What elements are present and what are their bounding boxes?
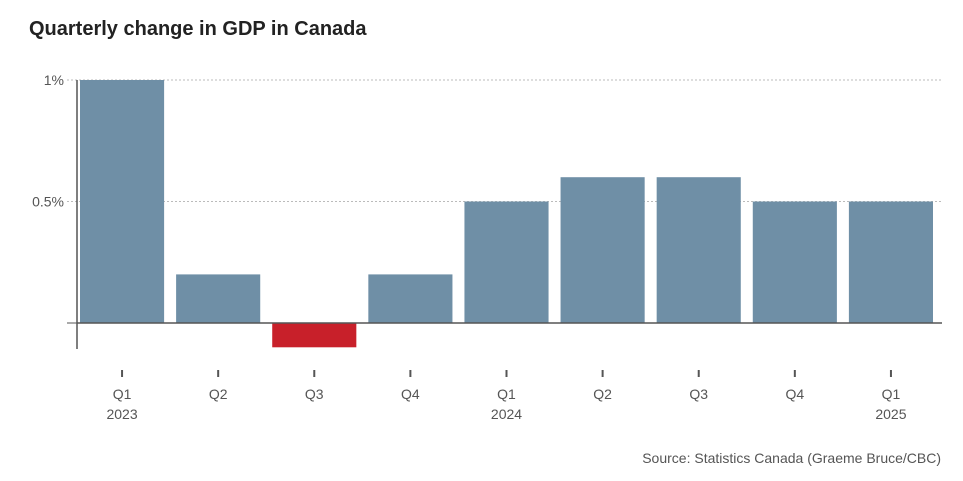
x-tick-label: Q3 bbox=[305, 386, 324, 402]
bars bbox=[80, 80, 933, 348]
source-note: Source: Statistics Canada (Graeme Bruce/… bbox=[642, 450, 941, 466]
y-tick-label: 0.5% bbox=[32, 194, 64, 210]
x-tick-label: Q2 bbox=[209, 386, 228, 402]
x-tick-label: Q4 bbox=[785, 386, 804, 402]
bar bbox=[272, 323, 357, 348]
x-tick-label: Q1 bbox=[497, 386, 516, 402]
x-tick-label: Q1 bbox=[882, 386, 901, 402]
x-tick-label: Q4 bbox=[401, 386, 420, 402]
tick-labels: 1% 0.5% Q1 2023 Q2 Q3 Q4 Q1 2024 Q2 Q3 Q4 Q1 2025 bbox=[32, 72, 907, 422]
bar bbox=[656, 177, 741, 323]
bar bbox=[560, 177, 645, 323]
bar bbox=[752, 201, 837, 323]
x-tick-label: Q3 bbox=[689, 386, 708, 402]
x-year-label: 2024 bbox=[491, 406, 522, 422]
x-year-label: 2025 bbox=[875, 406, 906, 422]
bar bbox=[464, 201, 549, 323]
axes bbox=[76, 80, 942, 377]
bar bbox=[368, 274, 453, 323]
y-tick-label: 1% bbox=[44, 72, 64, 88]
chart-title: Quarterly change in GDP in Canada bbox=[29, 18, 367, 40]
bar bbox=[848, 201, 933, 323]
x-tick-label: Q2 bbox=[593, 386, 612, 402]
x-year-label: 2023 bbox=[106, 406, 137, 422]
bar bbox=[80, 80, 165, 323]
x-tick-label: Q1 bbox=[113, 386, 132, 402]
bar bbox=[176, 274, 261, 323]
